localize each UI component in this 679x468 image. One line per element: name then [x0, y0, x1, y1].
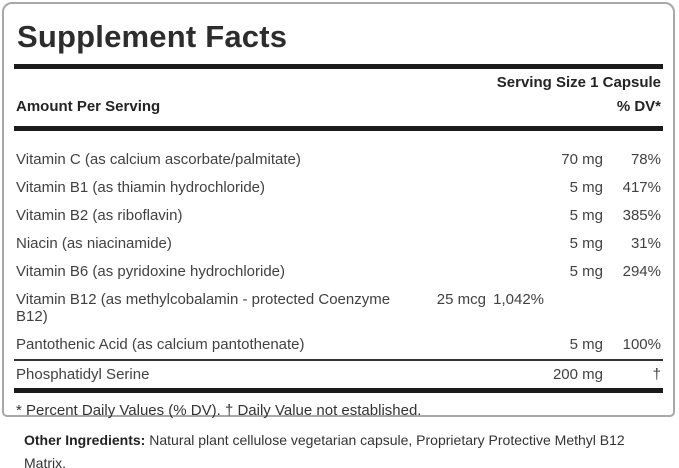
other-ingredients-label: Other Ingredients: — [24, 432, 146, 448]
ingredient-dv: 385% — [622, 207, 661, 224]
label-title: Supplement Facts — [17, 19, 288, 54]
bottom-heavy-divider — [14, 388, 663, 393]
table-row-phosphatidyl-serine: Phosphatidyl Serine 200 mg † — [14, 361, 663, 388]
ingredient-table: Vitamin C (as calcium ascorbate/palmitat… — [14, 131, 663, 359]
ingredient-name: Pantothenic Acid (as calcium pantothenat… — [16, 336, 305, 353]
table-row: Pantothenic Acid (as calcium pantothenat… — [14, 331, 663, 359]
ingredient-name: Vitamin B2 (as riboflavin) — [16, 207, 183, 224]
table-row: Vitamin B12 (as methylcobalamin - protec… — [14, 286, 663, 331]
table-header: Amount Per Serving % DV* — [14, 95, 663, 126]
ingredient-amount: 5 mg — [569, 207, 603, 224]
daily-value-footnote: * Percent Daily Values (% DV). † Daily V… — [16, 402, 422, 419]
table-row: Vitamin C (as calcium ascorbate/palmitat… — [14, 146, 663, 174]
table-row: Vitamin B1 (as thiamin hydrochloride) 5 … — [14, 174, 663, 202]
ingredient-amount: 5 mg — [569, 179, 603, 196]
ingredient-name: Vitamin B1 (as thiamin hydrochloride) — [16, 179, 266, 196]
ingredient-dv: 31% — [630, 235, 661, 252]
ingredient-amount: 5 mg — [569, 263, 603, 280]
ingredient-name: Vitamin B6 (as pyridoxine hydrochloride) — [16, 263, 286, 280]
ingredient-name: Niacin (as niacinamide) — [16, 235, 172, 252]
ingredient-dv: † — [652, 366, 661, 383]
ingredient-name: Phosphatidyl Serine — [16, 366, 150, 383]
top-heavy-divider — [14, 64, 663, 69]
column-header-amount: Amount Per Serving — [16, 98, 161, 115]
serving-size: Serving Size 1 Capsule — [496, 74, 661, 91]
header-heavy-divider — [14, 126, 663, 131]
ingredient-amount: 25 mcg — [436, 291, 486, 308]
ingredient-amount: 70 mg — [561, 151, 603, 168]
other-ingredients: Other Ingredients: Natural plant cellulo… — [24, 429, 658, 468]
thin-divider — [14, 359, 663, 361]
ingredient-dv: 417% — [622, 179, 661, 196]
table-row: Niacin (as niacinamide) 5 mg 31% — [14, 230, 663, 258]
other-ingredients-text: Natural plant cellulose vegetarian capsu… — [24, 432, 625, 468]
ingredient-name: Vitamin C (as calcium ascorbate/palmitat… — [16, 151, 301, 168]
ingredient-name: Vitamin B12 (as methylcobalamin - protec… — [16, 291, 391, 325]
ingredient-amount: 5 mg — [569, 235, 603, 252]
ingredient-dv: 78% — [630, 151, 661, 168]
ingredient-amount: 200 mg — [552, 366, 603, 383]
ingredient-dv: 100% — [622, 336, 661, 353]
ingredient-amount: 5 mg — [569, 336, 603, 353]
column-header-dv: % DV* — [616, 98, 661, 115]
table-row: Vitamin B2 (as riboflavin) 5 mg 385% — [14, 202, 663, 230]
table-row: Vitamin B6 (as pyridoxine hydrochloride)… — [14, 258, 663, 286]
ingredient-dv: 1,042% — [493, 291, 544, 308]
ingredient-dv: 294% — [622, 263, 661, 280]
supplement-facts-panel: Supplement Facts Serving Size 1 Capsule … — [2, 2, 675, 419]
